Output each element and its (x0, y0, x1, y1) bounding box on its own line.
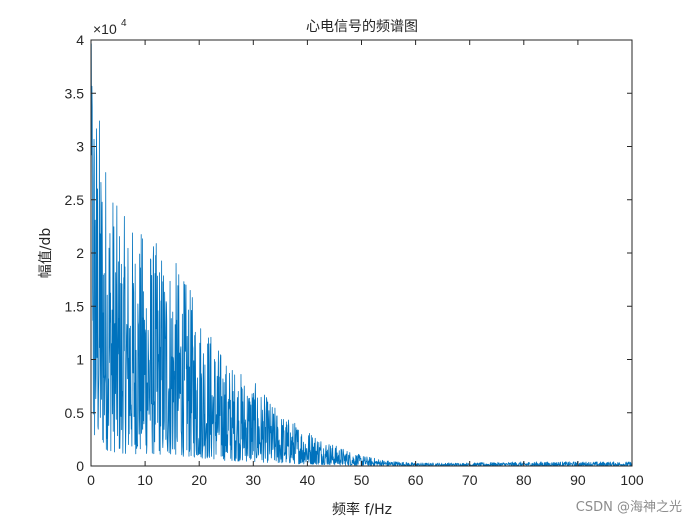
x-axis-ticks: 0 10 20 30 40 50 60 70 80 90 100 (87, 40, 644, 488)
x-tick-label: 90 (570, 472, 586, 488)
y-exponent-power: 4 (121, 18, 127, 29)
y-tick-label: 3.5 (65, 85, 85, 101)
y-tick-label: 2 (76, 245, 84, 261)
x-tick-label: 40 (300, 472, 316, 488)
y-tick-label: 3 (76, 139, 84, 155)
x-tick-label: 20 (191, 472, 207, 488)
x-tick-label: 70 (462, 472, 478, 488)
y-tick-label: 0.5 (65, 405, 85, 421)
x-tick-label: 10 (137, 472, 153, 488)
plot-area: 0 10 20 30 40 50 60 70 80 90 100 0 0.5 1 1.5 2 2.5 3 3.5 4 (65, 32, 644, 488)
y-tick-label: 1 (76, 352, 84, 368)
y-axis-ticks: 0 0.5 1 1.5 2 2.5 3 3.5 4 (65, 32, 632, 474)
y-axis-label: 幅值/db (38, 228, 54, 279)
x-tick-label: 100 (620, 472, 644, 488)
x-tick-label: 0 (87, 472, 95, 488)
x-tick-label: 80 (516, 472, 532, 488)
x-tick-label: 50 (354, 472, 370, 488)
y-tick-label: 1.5 (65, 298, 85, 314)
y-tick-label: 4 (76, 32, 84, 48)
y-tick-label: 2.5 (65, 192, 85, 208)
y-exponent-base: ×10 (93, 21, 117, 37)
x-axis-label: 频率 f/Hz (332, 501, 392, 518)
x-tick-label: 60 (408, 472, 424, 488)
y-tick-label: 0 (76, 458, 84, 474)
y-exponent-label: ×10 4 (93, 18, 127, 37)
watermark-text: CSDN @海神之光 (575, 500, 682, 515)
chart-title: 心电信号的频谱图 (306, 19, 418, 35)
x-tick-label: 30 (246, 472, 262, 488)
